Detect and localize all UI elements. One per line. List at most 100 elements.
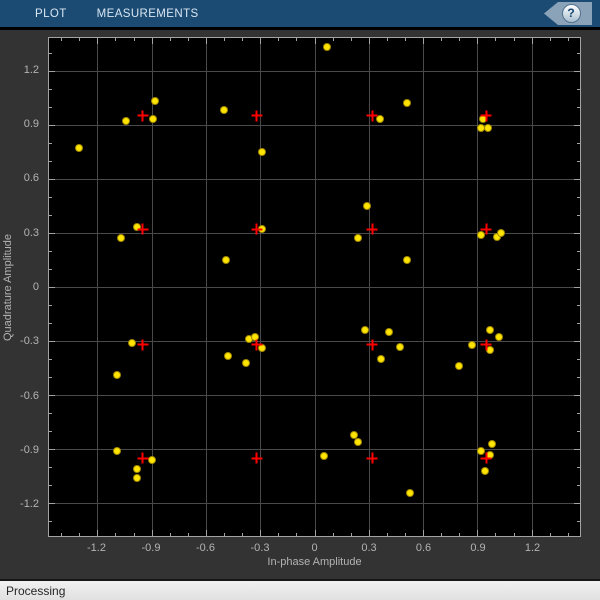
y-minor-tick <box>49 431 52 433</box>
x-minor-tick <box>242 533 244 536</box>
y-minor-tick <box>577 250 580 252</box>
x-minor-tick <box>278 533 280 536</box>
y-minor-tick <box>577 88 580 90</box>
y-major-tick <box>49 503 55 505</box>
x-minor-tick <box>549 533 551 536</box>
y-gridline <box>49 287 580 288</box>
help-tab[interactable]: ? <box>544 2 592 25</box>
y-minor-tick <box>49 142 52 144</box>
x-tick-label: -0.6 <box>196 542 215 554</box>
y-minor-tick <box>577 214 580 216</box>
y-minor-tick <box>49 250 52 252</box>
y-gridline <box>49 395 580 397</box>
y-tick-label: 1.2 <box>23 63 39 76</box>
signal-point <box>128 339 135 346</box>
y-gridline <box>49 178 580 180</box>
y-gridline <box>49 341 580 343</box>
x-minor-tick <box>133 533 135 536</box>
signal-point <box>485 125 492 132</box>
y-gridline <box>49 70 580 72</box>
reference-point <box>137 110 149 122</box>
y-gridline <box>49 503 580 505</box>
x-minor-tick <box>115 533 117 536</box>
reference-point <box>366 339 378 351</box>
y-major-tick <box>574 232 580 234</box>
signal-point <box>354 439 361 446</box>
signal-point <box>117 235 124 242</box>
x-major-tick <box>423 38 425 44</box>
y-major-tick <box>574 395 580 397</box>
y-major-tick <box>574 449 580 451</box>
reference-point <box>251 110 263 122</box>
y-minor-tick <box>577 160 580 162</box>
x-minor-tick <box>549 38 551 41</box>
x-minor-tick <box>332 38 334 41</box>
y-minor-tick <box>49 305 52 307</box>
x-minor-tick <box>296 38 298 41</box>
tab-plot[interactable]: PLOT <box>35 7 67 20</box>
x-minor-tick <box>404 38 406 41</box>
y-tick-label: -0.6 <box>20 389 39 402</box>
x-minor-tick <box>404 533 406 536</box>
x-minor-tick <box>278 38 280 41</box>
reference-point <box>366 110 378 122</box>
x-major-tick <box>151 38 153 44</box>
signal-point <box>494 233 501 240</box>
y-minor-tick <box>577 323 580 325</box>
y-major-tick <box>574 503 580 505</box>
x-minor-tick <box>169 38 171 41</box>
reference-point <box>137 452 149 464</box>
x-major-tick <box>151 530 153 536</box>
x-tick-label: 0.6 <box>415 542 432 554</box>
x-major-tick <box>531 530 533 536</box>
signal-point <box>251 334 258 341</box>
x-major-tick <box>205 38 207 44</box>
y-tick-label: 0.3 <box>23 226 39 239</box>
signal-point <box>354 235 361 242</box>
y-major-tick <box>49 341 55 343</box>
signal-point <box>496 334 503 341</box>
signal-point <box>224 352 231 359</box>
x-minor-tick <box>459 38 461 41</box>
signal-point <box>222 256 229 263</box>
help-icon[interactable]: ? <box>561 4 581 23</box>
x-minor-tick <box>61 533 63 536</box>
y-axis-tick-labels: -1.2 -0.9 -0.6 -0.3 0 0.3 0.6 0.9 1.2 <box>0 37 43 537</box>
y-major-tick <box>574 178 580 180</box>
y-tick-label: -1.2 <box>20 498 39 511</box>
y-tick-label: 0.6 <box>23 172 39 185</box>
signal-point <box>488 440 495 447</box>
x-major-tick <box>368 38 370 44</box>
y-minor-tick <box>577 431 580 433</box>
x-major-tick <box>97 530 99 536</box>
signal-point <box>456 363 463 370</box>
y-major-tick <box>574 124 580 126</box>
x-minor-tick <box>350 38 352 41</box>
y-gridline <box>49 232 580 234</box>
signal-point <box>487 451 494 458</box>
x-minor-tick <box>115 38 117 41</box>
signal-point <box>148 457 155 464</box>
x-minor-tick <box>441 38 443 41</box>
y-minor-tick <box>49 485 52 487</box>
signal-point <box>362 327 369 334</box>
x-major-tick <box>205 530 207 536</box>
signal-point <box>76 145 83 152</box>
y-tick-label: -0.3 <box>20 335 39 348</box>
signal-point <box>152 98 159 105</box>
x-minor-tick <box>187 533 189 536</box>
signal-point <box>259 345 265 352</box>
x-minor-tick <box>187 38 189 41</box>
y-minor-tick <box>49 268 52 270</box>
signal-point <box>134 466 141 473</box>
y-gridline <box>49 449 580 451</box>
y-major-tick <box>49 395 55 397</box>
signal-point <box>376 116 383 123</box>
tab-measurements[interactable]: MEASUREMENTS <box>96 7 199 20</box>
y-minor-tick <box>49 196 52 198</box>
x-minor-tick <box>386 38 388 41</box>
toolstrip: PLOT MEASUREMENTS ? <box>0 0 600 30</box>
x-tick-label: 0.9 <box>470 542 486 554</box>
y-minor-tick <box>49 377 52 379</box>
y-tick-label: 0 <box>32 281 39 293</box>
